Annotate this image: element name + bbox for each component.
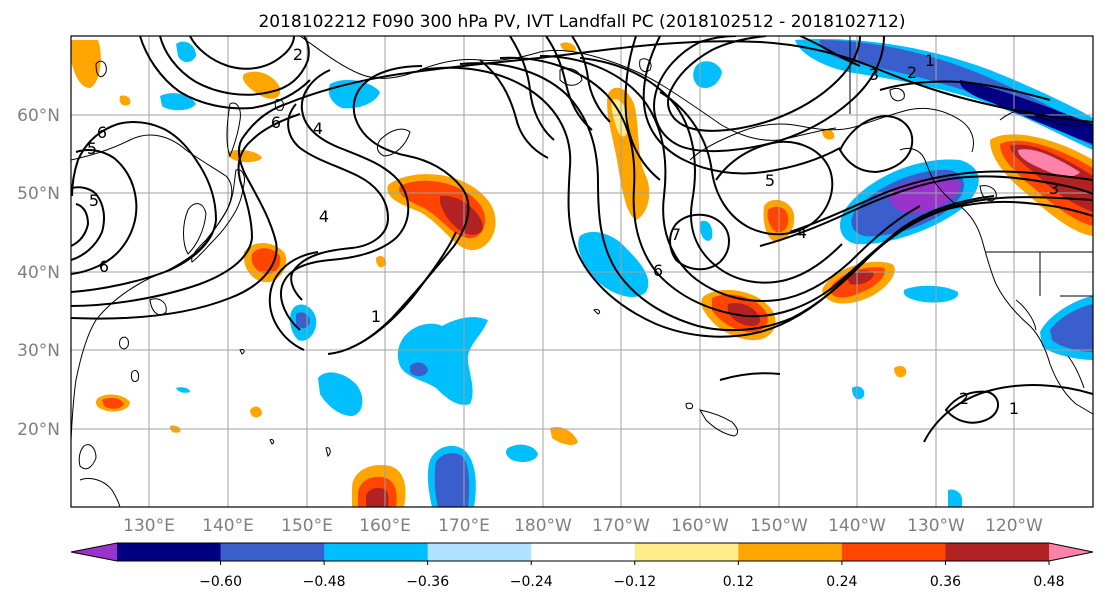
contour-label: 5	[87, 139, 97, 158]
contour-label: 5	[765, 171, 775, 190]
colorbar-segment	[531, 543, 636, 561]
contour-label: 2	[293, 45, 303, 64]
lon-label: 150°E	[281, 516, 333, 536]
map-frame	[70, 35, 1094, 508]
contour-label: 6	[271, 113, 281, 132]
lat-label: 40°N	[17, 263, 60, 283]
graticule	[71, 36, 1093, 507]
colorbar-segment	[738, 543, 843, 561]
negative-anomaly-blob	[1040, 296, 1093, 360]
lon-label: 180°W	[514, 516, 572, 536]
colorbar-outline	[70, 542, 1094, 562]
colorbar-segment	[841, 543, 946, 561]
contour-labels: 2 6 5 5 6 4 6 4 1 6 7 5 4 1 3 2 3 2 1	[87, 45, 1059, 418]
colorbar-tick-label: −0.36	[406, 574, 449, 590]
lon-label: 130°W	[907, 516, 965, 536]
negative-anomaly-blob	[160, 41, 962, 507]
lat-label: 60°N	[17, 106, 60, 126]
lon-label: 170°W	[592, 516, 650, 536]
contour-label: 4	[313, 119, 323, 138]
contour-label: 5	[89, 191, 99, 210]
colorbar-segment	[117, 543, 222, 561]
pv-contours	[71, 36, 1093, 443]
lat-label: 50°N	[17, 184, 60, 204]
colorbar-segment	[324, 543, 429, 561]
colorbar: −0.60 −0.48 −0.36 −0.24 −0.12 0.12 0.24 0.36 0.4…	[70, 542, 1094, 590]
contour-label: 6	[99, 257, 109, 276]
contour-label: 1	[1009, 399, 1019, 418]
contour-label: 7	[671, 225, 681, 244]
lon-label: 120°W	[985, 516, 1043, 536]
longitude-labels: 130°E 140°E 150°E 160°E 170°E 180°W 170°…	[123, 516, 1043, 536]
contour-label: 6	[653, 261, 663, 280]
colorbar-fills	[71, 543, 1093, 561]
contour-label: 4	[319, 207, 329, 226]
colorbar-tick-label: 0.48	[1033, 574, 1064, 590]
map-panel: 2 6 5 5 6 4 6 4 1 6 7 5 4 1 3 2 3 2 1	[71, 36, 1093, 507]
contour-label: 3	[1049, 179, 1059, 198]
lat-label: 20°N	[17, 420, 60, 440]
lon-label: 140°W	[828, 516, 886, 536]
map-title: 2018102212 F090 300 hPa PV, IVT Landfall…	[258, 12, 905, 32]
contour-label: 4	[797, 223, 807, 242]
positive-anomaly-blob	[607, 87, 650, 220]
colorbar-segment	[945, 543, 1050, 561]
contour-label: 6	[97, 123, 107, 142]
colorbar-tick-label: −0.12	[613, 574, 656, 590]
colorbar-segment	[634, 543, 739, 561]
lon-label: 130°E	[123, 516, 175, 536]
contour-label: 1	[925, 51, 935, 70]
colorbar-segment	[427, 543, 532, 561]
positive-anomaly-blob	[96, 394, 130, 412]
colorbar-tick-label: 0.36	[930, 574, 961, 590]
lon-label: 170°E	[438, 516, 490, 536]
colorbar-tick-label: −0.24	[510, 574, 553, 590]
negative-anomaly-blob	[397, 317, 488, 405]
colorbar-segment	[71, 543, 117, 561]
colorbar-tick-label: −0.48	[303, 574, 346, 590]
colorbar-ticks: −0.60 −0.48 −0.36 −0.24 −0.12 0.12 0.24 0.36 0.4…	[199, 561, 1065, 590]
colorbar-tick-label: 0.24	[826, 574, 857, 590]
contour-label: 2	[907, 63, 917, 82]
positive-anomaly-blob	[352, 464, 406, 507]
lat-label: 30°N	[17, 341, 60, 361]
lon-label: 160°W	[671, 516, 729, 536]
contour-label: 3	[869, 65, 879, 84]
colorbar-segment	[1049, 543, 1093, 561]
colorbar-segment	[220, 543, 325, 561]
lon-label: 140°E	[202, 516, 254, 536]
latitude-labels: 60°N 50°N 40°N 30°N 20°N	[17, 106, 60, 440]
contour-label: 1	[371, 307, 381, 326]
contour-label: 2	[959, 389, 969, 408]
colorbar-tick-label: −0.60	[199, 574, 242, 590]
lon-label: 160°E	[359, 516, 411, 536]
lon-label: 150°W	[750, 516, 808, 536]
colorbar-tick-label: 0.12	[723, 574, 754, 590]
